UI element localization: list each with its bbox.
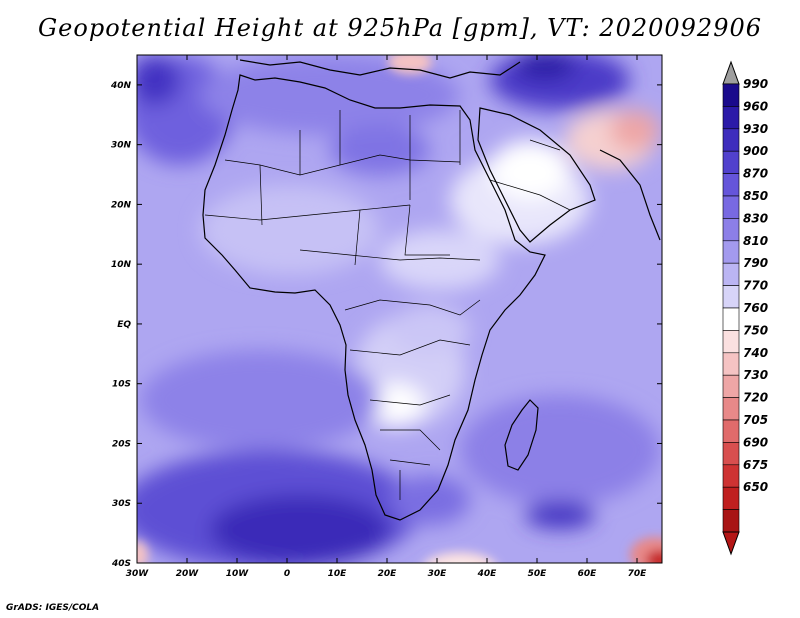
lon-tick-label: 40E <box>477 569 498 579</box>
lat-tick-label: 10N <box>111 260 132 270</box>
lat-tick-label: 10S <box>112 380 131 390</box>
africa-coastline <box>202 74 546 521</box>
lat-tick-label: 40S <box>111 559 131 569</box>
colorbar: 990 960 930 900 870 850 830 810 790 770 760 750 740 7… <box>722 60 768 556</box>
colorbar-label: 830 <box>743 211 768 225</box>
lon-tick-label: 20E <box>378 569 398 579</box>
colorbar-label: 960 <box>743 99 768 113</box>
lon-tick-label: 60E <box>578 569 598 579</box>
latitude-axis: 40N 30N 20N 10N EQ 10S 20S 30S 40S <box>110 81 662 569</box>
colorbar-label: 740 <box>743 346 768 360</box>
colorbar-swatch <box>722 106 740 130</box>
colorbar-label: 790 <box>743 256 768 270</box>
colorbar-swatch <box>722 374 740 398</box>
colorbar-swatch <box>722 83 740 107</box>
colorbar-label: 900 <box>743 144 768 158</box>
colorbar-label: 690 <box>743 435 768 449</box>
colorbar-label: 730 <box>743 368 768 382</box>
country-borders <box>204 110 571 500</box>
colorbar-label: 650 <box>743 480 768 494</box>
colorbar-label: 760 <box>743 301 768 315</box>
lon-tick-label: 20W <box>176 569 200 579</box>
colorbar-label: 675 <box>743 458 768 472</box>
lon-tick-label: 70E <box>628 569 648 579</box>
india-coastline <box>599 149 661 241</box>
colorbar-swatch <box>722 285 740 309</box>
colorbar-under-triangle <box>722 531 740 556</box>
colorbar-swatch <box>722 240 740 264</box>
colorbar-label: 750 <box>743 323 768 337</box>
colorbar-label: 810 <box>743 234 768 248</box>
colorbar-swatch <box>722 307 740 331</box>
colorbar-label: 870 <box>743 167 768 181</box>
lon-tick-label: 50E <box>528 569 548 579</box>
lon-tick-label: 30E <box>428 569 448 579</box>
colorbar-swatch <box>722 262 740 286</box>
lon-tick-label: 10W <box>226 569 250 579</box>
colorbar-label: 770 <box>743 279 768 293</box>
colorbar-swatch <box>722 509 740 533</box>
lat-tick-label: EQ <box>117 320 131 330</box>
lon-tick-label: 30W <box>126 569 150 579</box>
colorbar-swatch <box>722 173 740 197</box>
lat-tick-label: 40N <box>110 81 132 91</box>
lat-tick-label: 20N <box>111 200 132 210</box>
colorbar-label: 850 <box>743 189 768 203</box>
colorbar-label: 720 <box>743 391 768 405</box>
lat-tick-label: 20S <box>112 439 131 449</box>
map-title: Geopotential Height at 925hPa [gpm], VT:… <box>38 14 762 42</box>
colorbar-label: 705 <box>743 413 768 427</box>
coastlines <box>202 59 661 521</box>
lat-tick-label: 30S <box>112 499 131 509</box>
colorbar-swatch <box>722 218 740 242</box>
longitude-axis: 30W 20W 10W 0 10E 20E 30E 40E 50E 60E 70E <box>126 55 647 579</box>
geopotential-field <box>137 55 662 563</box>
colorbar-label: 990 <box>743 77 768 91</box>
europe-coastline <box>239 59 521 79</box>
colorbar-swatch <box>722 150 740 174</box>
lat-tick-label: 30N <box>111 141 132 151</box>
colorbar-swatch <box>722 195 740 219</box>
colorbar-swatch <box>722 442 740 466</box>
colorbar-swatch <box>722 419 740 443</box>
madagascar-coastline <box>504 399 539 471</box>
colorbar-over-triangle <box>722 60 740 85</box>
colorbar-swatch <box>722 486 740 510</box>
map-frame <box>136 54 663 564</box>
lon-tick-label: 10E <box>328 569 348 579</box>
lon-tick-label: 0 <box>284 569 290 579</box>
colorbar-swatch <box>722 352 740 376</box>
colorbar-swatch <box>722 464 740 488</box>
colorbar-swatch <box>722 397 740 421</box>
colorbar-swatch <box>722 330 740 354</box>
arabia-coastline <box>477 107 596 243</box>
colorbar-label: 930 <box>743 122 768 136</box>
grads-credit: GrADS: IGES/COLA <box>6 603 100 613</box>
colorbar-swatch <box>722 128 740 152</box>
